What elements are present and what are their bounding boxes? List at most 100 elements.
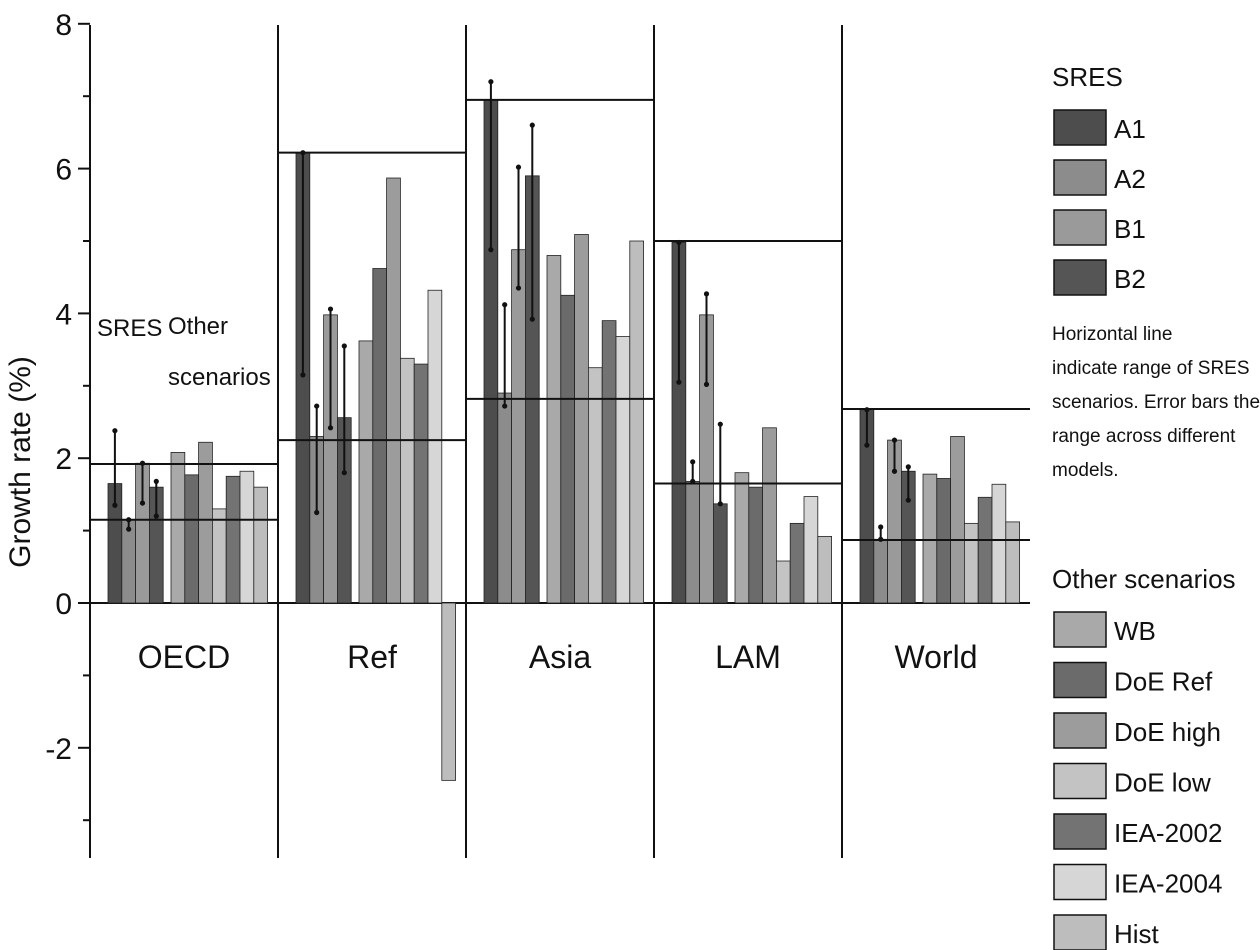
error-bar-cap	[717, 421, 723, 427]
legend-swatch-other	[1053, 661, 1107, 699]
other-bar	[386, 177, 401, 604]
error-bar-cap	[153, 478, 159, 484]
sres-bar	[685, 480, 700, 604]
error-bar-cap	[341, 470, 347, 476]
error-bar-cap	[864, 442, 870, 448]
legend-note-line: models.	[1052, 460, 1119, 481]
legend-label-sres: A1	[1114, 114, 1146, 144]
error-bar-cap	[153, 513, 159, 519]
y-tick-label: -2	[45, 733, 72, 766]
other-bar	[546, 255, 562, 604]
error-bar-cap	[515, 164, 522, 170]
sres-bar	[121, 519, 137, 604]
other-bar	[211, 508, 227, 604]
error-bar-cap	[703, 381, 710, 387]
legend-label-other: Hist	[1114, 919, 1160, 949]
error-bar-cap	[529, 316, 535, 322]
error-bar-cap	[676, 379, 682, 385]
y-tick-label: 2	[55, 443, 72, 476]
legend-swatch-sres	[1053, 209, 1107, 246]
legend-label-other: DoE low	[1114, 768, 1211, 798]
sres-bar	[511, 249, 526, 604]
legend-label-other: IEA-2002	[1114, 818, 1222, 848]
other-bar	[977, 496, 993, 604]
other-annotation-line2: scenarios	[168, 364, 271, 391]
error-bar-cap	[690, 459, 696, 465]
other-bar	[427, 289, 443, 604]
other-bar	[748, 486, 763, 604]
sres-bar	[873, 538, 888, 604]
error-bar-cap	[891, 437, 898, 443]
error-bar-cap	[488, 247, 494, 253]
y-tick-label: 0	[55, 588, 72, 621]
error-bar-cap	[327, 425, 334, 431]
error-bar-cap	[314, 403, 320, 409]
error-bar-cap	[300, 372, 306, 378]
error-bar-cap	[515, 285, 522, 291]
other-bar	[762, 427, 777, 604]
other-bar	[198, 441, 213, 604]
legend-swatch-sres	[1053, 159, 1107, 196]
y-tick-label: 6	[55, 154, 72, 187]
error-bar-cap	[703, 291, 710, 297]
error-bar-cap	[502, 302, 508, 308]
error-bar-cap	[327, 306, 334, 312]
other-bar	[734, 472, 750, 604]
other-bar	[615, 336, 631, 604]
error-bar-cap	[529, 122, 535, 128]
legend-swatch-other	[1053, 863, 1107, 901]
region-label: Ref	[347, 639, 397, 675]
legend-label-other: WB	[1114, 616, 1156, 646]
other-bar	[991, 483, 1007, 604]
legend-sres-title: SRES	[1052, 62, 1123, 92]
region-label: Asia	[529, 639, 591, 675]
legend-note: Horizontal line indicate range of SRES sce…	[1052, 324, 1260, 481]
error-bar-cap	[905, 464, 911, 470]
error-bar-cap	[314, 509, 320, 516]
error-bar-cap	[891, 468, 898, 474]
sres-bar	[713, 503, 728, 604]
other-bar	[601, 320, 617, 604]
other-bar	[170, 452, 186, 604]
legend-label-other: DoE high	[1114, 717, 1221, 747]
legend-swatch-other	[1053, 712, 1107, 749]
error-bar-cap	[717, 501, 723, 507]
legend: A1 A2 B1 B2 WB DoE Ref DoE high DoE low IEA-2002…	[1053, 109, 1222, 950]
legend-label-other: IEA-2004	[1114, 869, 1222, 899]
sres-annotation: SRES	[97, 315, 162, 342]
error-bar-cap	[905, 497, 911, 503]
y-axis-label: Growth rate (%)	[4, 356, 37, 568]
legend-label-sres: B2	[1114, 264, 1146, 294]
plot-area: 8 6 4 2 0 -2 OECD Ref Asia LAM World	[45, 9, 1030, 858]
legend-swatch-other	[1053, 762, 1107, 800]
error-bar-cap	[878, 524, 884, 530]
region-label: World	[895, 639, 978, 675]
legend-swatch-other	[1053, 611, 1107, 648]
other-bar	[253, 486, 269, 604]
other-bar	[588, 367, 603, 604]
other-bar	[1005, 521, 1020, 604]
other-bar	[964, 522, 979, 604]
other-bar	[184, 474, 200, 604]
error-bar-cap	[112, 502, 118, 508]
other-bar	[560, 294, 575, 604]
legend-swatch-other	[1053, 813, 1107, 850]
other-bar	[441, 602, 456, 781]
error-bar-cap	[488, 79, 494, 85]
legend-label-other: DoE Ref	[1114, 667, 1213, 697]
region-label: LAM	[715, 639, 781, 675]
legend-swatch-sres	[1053, 109, 1107, 146]
other-bar	[776, 560, 791, 604]
other-bar	[629, 240, 644, 604]
error-bar-cap	[126, 526, 132, 532]
other-bar	[372, 268, 387, 604]
other-bar	[239, 470, 255, 604]
legend-other-title: Other scenarios	[1052, 564, 1236, 594]
legend-note-line: Horizontal line	[1052, 324, 1172, 345]
other-bar	[399, 357, 415, 604]
other-bar	[817, 535, 832, 604]
error-bar-cap	[139, 500, 146, 506]
legend-note-line: range across different	[1052, 426, 1236, 447]
other-bar	[803, 496, 819, 604]
other-annotation-line1: Other	[168, 313, 228, 340]
